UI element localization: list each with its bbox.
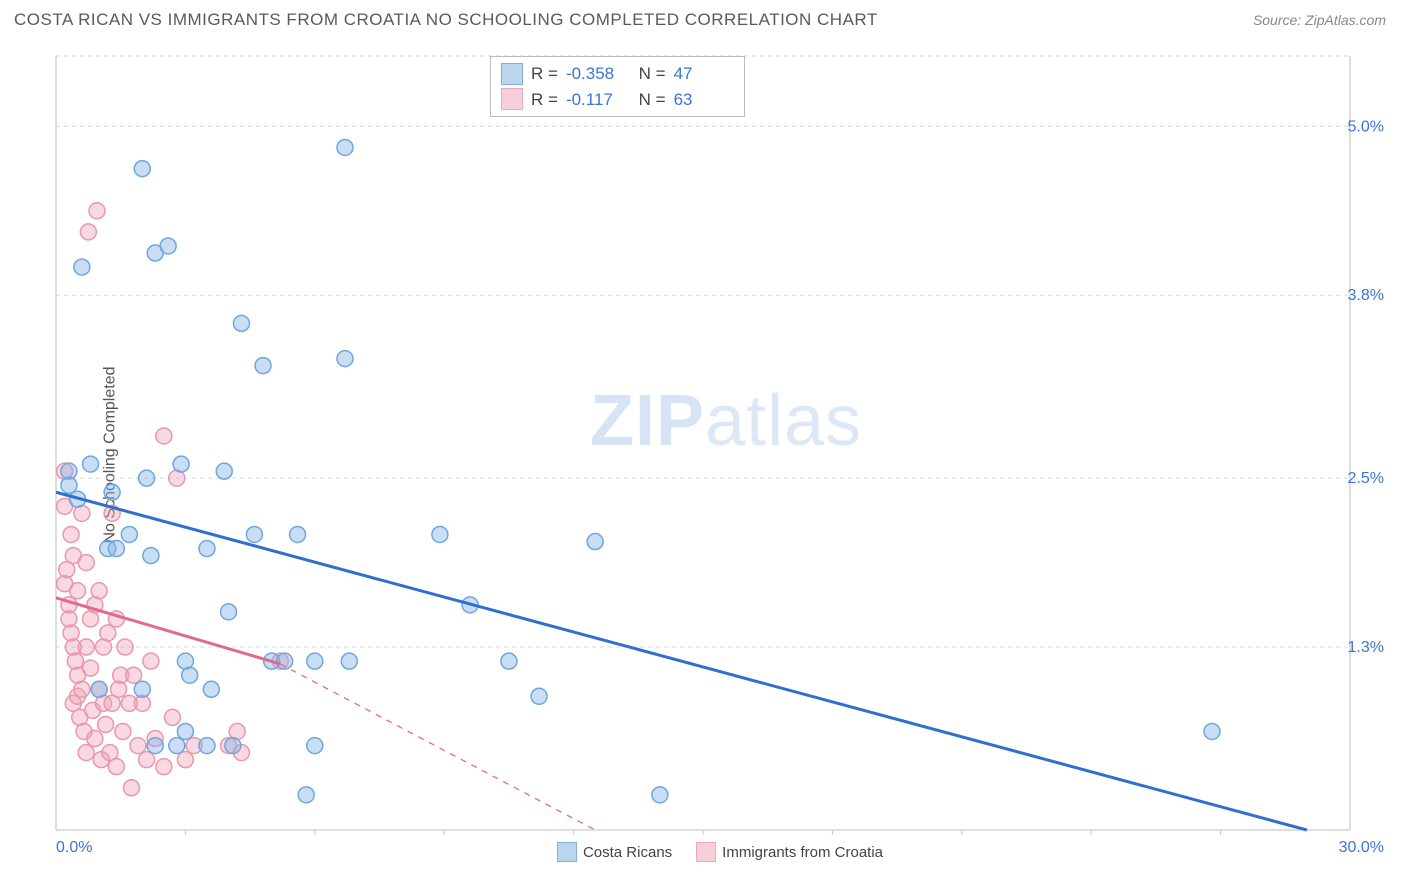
stats-row-costa: R = -0.358 N = 47 — [501, 61, 734, 87]
data-point-costa — [83, 456, 99, 472]
data-point-costa — [531, 688, 547, 704]
swatch-costa — [501, 63, 523, 85]
data-point-costa — [652, 787, 668, 803]
data-point-croatia — [100, 625, 116, 641]
data-point-costa — [91, 681, 107, 697]
stat-r-label: R = — [531, 87, 558, 113]
trend-line-costa — [56, 492, 1307, 830]
stats-row-croatia: R = -0.117 N = 63 — [501, 87, 734, 113]
stat-r-value: -0.358 — [566, 61, 626, 87]
data-point-croatia — [87, 731, 103, 747]
source-value: ZipAtlas.com — [1305, 12, 1386, 28]
legend-bottom: Costa Ricans Immigrants from Croatia — [50, 842, 1390, 862]
y-tick-label: 1.3% — [1348, 639, 1384, 656]
data-point-costa — [143, 548, 159, 564]
data-point-croatia — [156, 428, 172, 444]
data-point-croatia — [130, 738, 146, 754]
data-point-costa — [121, 526, 137, 542]
data-point-costa — [74, 259, 90, 275]
data-point-croatia — [78, 745, 94, 761]
stat-r-value: -0.117 — [566, 87, 626, 113]
data-point-croatia — [123, 780, 139, 796]
data-point-costa — [173, 456, 189, 472]
data-point-croatia — [98, 716, 114, 732]
data-point-costa — [221, 604, 237, 620]
chart-title: COSTA RICAN VS IMMIGRANTS FROM CROATIA N… — [14, 10, 878, 30]
data-point-costa — [307, 653, 323, 669]
data-point-costa — [147, 738, 163, 754]
y-tick-label: 3.8% — [1348, 287, 1384, 304]
data-point-costa — [255, 358, 271, 374]
data-point-croatia — [78, 555, 94, 571]
data-point-croatia — [108, 759, 124, 775]
data-point-costa — [337, 139, 353, 155]
data-point-costa — [199, 738, 215, 754]
source-credit: Source: ZipAtlas.com — [1253, 12, 1386, 28]
legend-item-croatia: Immigrants from Croatia — [696, 842, 883, 862]
legend-swatch-croatia — [696, 842, 716, 862]
data-point-croatia — [83, 660, 99, 676]
data-point-costa — [1204, 723, 1220, 739]
data-point-costa — [307, 738, 323, 754]
data-point-costa — [341, 653, 357, 669]
data-point-costa — [216, 463, 232, 479]
scatter-plot: 1.3%2.5%3.8%5.0%0.0%30.0% — [50, 50, 1390, 860]
data-point-costa — [290, 526, 306, 542]
chart-container: No Schooling Completed 1.3%2.5%3.8%5.0%0… — [50, 50, 1390, 860]
data-point-croatia — [91, 583, 107, 599]
data-point-costa — [432, 526, 448, 542]
data-point-croatia — [117, 639, 133, 655]
stat-n-label: N = — [634, 87, 666, 113]
data-point-costa — [134, 681, 150, 697]
data-point-costa — [134, 161, 150, 177]
swatch-croatia — [501, 88, 523, 110]
stat-n-value: 47 — [674, 61, 734, 87]
data-point-costa — [61, 477, 77, 493]
data-point-croatia — [70, 583, 86, 599]
y-tick-label: 5.0% — [1348, 118, 1384, 135]
legend-label-croatia: Immigrants from Croatia — [722, 844, 883, 861]
data-point-croatia — [156, 759, 172, 775]
stat-r-label: R = — [531, 61, 558, 87]
data-point-croatia — [139, 752, 155, 768]
trend-line-ext-croatia — [280, 664, 595, 830]
data-point-costa — [233, 315, 249, 331]
data-point-costa — [337, 351, 353, 367]
data-point-croatia — [89, 203, 105, 219]
data-point-costa — [199, 541, 215, 557]
legend-item-costa: Costa Ricans — [557, 842, 672, 862]
data-point-costa — [139, 470, 155, 486]
data-point-costa — [104, 484, 120, 500]
data-point-costa — [225, 738, 241, 754]
data-point-croatia — [115, 723, 131, 739]
data-point-costa — [177, 723, 193, 739]
source-label: Source: — [1253, 12, 1301, 28]
data-point-costa — [182, 667, 198, 683]
y-tick-label: 2.5% — [1348, 470, 1384, 487]
data-point-costa — [169, 738, 185, 754]
data-point-croatia — [126, 667, 142, 683]
data-point-croatia — [80, 224, 96, 240]
stat-n-label: N = — [634, 61, 666, 87]
data-point-croatia — [63, 526, 79, 542]
data-point-costa — [501, 653, 517, 669]
data-point-croatia — [177, 752, 193, 768]
data-point-costa — [108, 541, 124, 557]
data-point-costa — [160, 238, 176, 254]
data-point-croatia — [74, 681, 90, 697]
data-point-costa — [587, 534, 603, 550]
stat-n-value: 63 — [674, 87, 734, 113]
legend-label-costa: Costa Ricans — [583, 844, 672, 861]
data-point-costa — [203, 681, 219, 697]
data-point-croatia — [164, 709, 180, 725]
data-point-croatia — [143, 653, 159, 669]
data-point-costa — [246, 526, 262, 542]
data-point-costa — [298, 787, 314, 803]
data-point-croatia — [78, 639, 94, 655]
stats-legend-box: R = -0.358 N = 47R = -0.117 N = 63 — [490, 56, 745, 117]
legend-swatch-costa — [557, 842, 577, 862]
